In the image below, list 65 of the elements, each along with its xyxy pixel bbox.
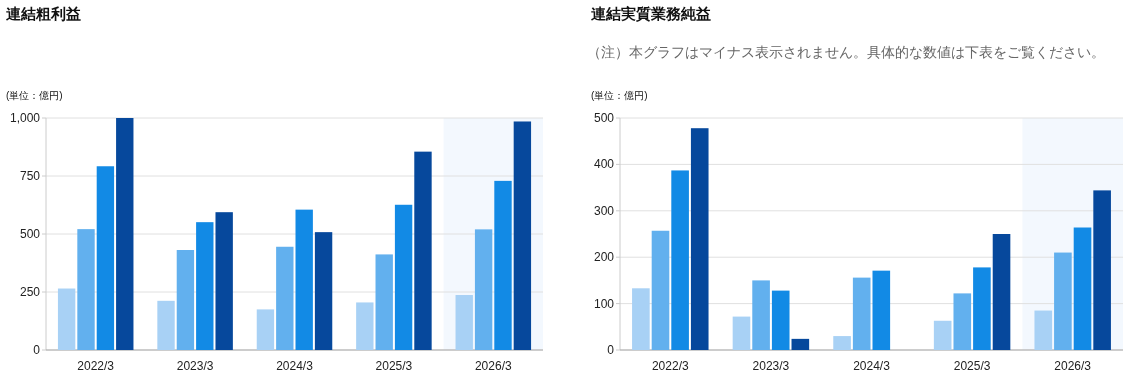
bar xyxy=(1073,227,1092,350)
bar xyxy=(455,295,473,350)
bar xyxy=(771,290,790,350)
x-tick-label: 2023/3 xyxy=(752,359,790,373)
y-tick-label: 500 xyxy=(593,111,615,125)
bar xyxy=(314,232,333,350)
bar xyxy=(690,128,709,350)
x-tick-label: 2025/3 xyxy=(953,359,991,373)
bar xyxy=(96,166,115,350)
chart-title: 連結粗利益 xyxy=(5,5,81,22)
bar xyxy=(632,288,650,350)
bar xyxy=(375,254,393,350)
y-tick-label: 1,000 xyxy=(9,111,41,125)
x-tick-label: 2025/3 xyxy=(375,359,413,373)
x-tick-label: 2024/3 xyxy=(276,359,314,373)
x-tick-label: 2026/3 xyxy=(474,359,512,373)
bar xyxy=(872,270,891,350)
x-tick-label: 2024/3 xyxy=(853,359,891,373)
bar xyxy=(196,222,214,350)
bar xyxy=(176,250,195,350)
bar xyxy=(494,180,512,350)
bar xyxy=(256,309,275,350)
y-tick-label: 250 xyxy=(19,285,41,299)
y-tick-label: 100 xyxy=(593,296,615,311)
x-tick-label: 2026/3 xyxy=(1054,359,1092,373)
bar xyxy=(57,288,76,350)
bar xyxy=(852,277,871,350)
y-tick-label: 200 xyxy=(593,250,615,265)
bar xyxy=(1034,310,1053,350)
chart-title: 連結実質業務純益 xyxy=(590,5,711,23)
chart-subtitle: （注）本グラフはマイナス表示されません。具体的な数値は下表をご覧ください。 xyxy=(587,44,1105,60)
y-tick-label: 300 xyxy=(593,203,615,218)
bar xyxy=(791,338,810,350)
bar xyxy=(1093,190,1111,350)
bar xyxy=(752,280,770,350)
bar xyxy=(414,151,432,350)
bar xyxy=(671,170,689,350)
y-tick-label: 750 xyxy=(19,169,41,183)
bar xyxy=(116,118,134,350)
bar xyxy=(651,230,670,350)
bar xyxy=(474,229,493,350)
bar xyxy=(276,246,294,350)
bar xyxy=(953,293,972,350)
bar xyxy=(732,316,751,350)
bar xyxy=(356,302,374,350)
x-tick-label: 2022/3 xyxy=(77,359,115,373)
bar xyxy=(295,209,313,350)
bar xyxy=(513,121,532,350)
x-tick-label: 2022/3 xyxy=(651,359,689,373)
y-tick-label: 0 xyxy=(607,343,615,357)
bar xyxy=(933,320,952,350)
bar xyxy=(992,234,1011,350)
bar xyxy=(77,229,95,350)
bar xyxy=(973,267,991,350)
bar xyxy=(1054,252,1072,350)
y-axis-title: (単位：億円) xyxy=(6,90,63,101)
bar xyxy=(215,212,233,350)
y-tick-label: 500 xyxy=(19,227,41,241)
bar xyxy=(157,300,175,350)
bar xyxy=(833,336,851,350)
y-axis-title: (単位：億円) xyxy=(591,90,648,101)
x-tick-label: 2023/3 xyxy=(176,359,214,373)
y-tick-label: 400 xyxy=(593,157,615,172)
bar xyxy=(394,204,413,350)
y-tick-label: 0 xyxy=(33,343,41,357)
